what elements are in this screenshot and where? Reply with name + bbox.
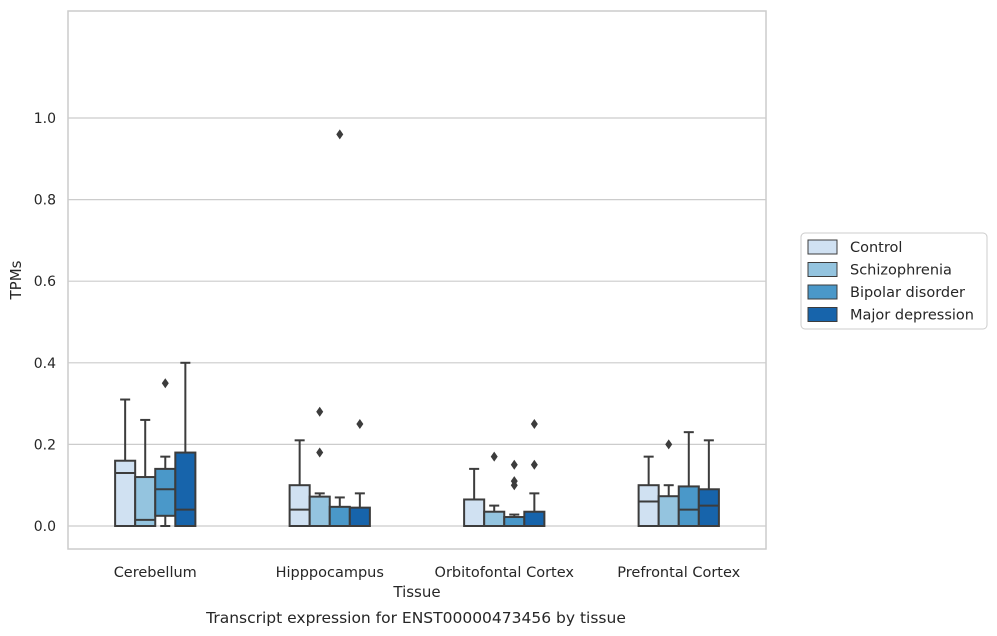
box	[114, 398, 137, 527]
box-body	[114, 459, 137, 527]
y-axis-ticks: 0.0 0.2 0.4 0.6 0.8 1.0	[34, 111, 56, 535]
y-tick-label: 0.0	[34, 519, 56, 535]
box-body	[503, 516, 526, 527]
gridlines	[68, 117, 766, 527]
series-control	[114, 398, 660, 528]
outlier-point	[530, 459, 538, 470]
box	[523, 419, 546, 528]
outlier-point	[161, 378, 169, 389]
legend-label: Schizophrenia	[850, 263, 952, 279]
x-tick-label: Prefrontal Cortex	[617, 565, 740, 581]
box-body	[637, 484, 660, 528]
legend-item: Control	[807, 239, 902, 256]
plot-frame	[67, 10, 767, 550]
legend-label: Major depression	[850, 308, 974, 324]
outlier-point	[316, 406, 324, 417]
outlier-point	[665, 439, 673, 450]
box	[154, 378, 177, 527]
box	[463, 467, 486, 528]
box-body	[308, 495, 331, 527]
box-series	[114, 129, 720, 528]
box-body	[328, 505, 351, 528]
y-tick-label: 1.0	[34, 111, 56, 127]
x-tick-label: Orbitofontal Cortex	[435, 565, 575, 581]
legend-frame	[800, 232, 988, 330]
box-body	[154, 467, 177, 517]
box-body	[697, 488, 720, 527]
outlier-point	[510, 459, 518, 470]
box	[697, 439, 720, 527]
legend-label: Bipolar disorder	[850, 285, 965, 301]
series-major-depression	[174, 361, 720, 528]
y-tick-label: 0.2	[34, 437, 56, 453]
box	[134, 418, 157, 528]
box	[677, 431, 700, 528]
legend-item: Major depression	[807, 307, 974, 324]
x-tick-label: Hipppocampus	[276, 565, 384, 581]
box-body	[677, 485, 700, 528]
y-tick-label: 0.8	[34, 193, 56, 209]
legend-swatch	[807, 307, 838, 322]
x-axis-label: Tissue	[392, 583, 440, 601]
y-tick-label: 0.6	[34, 274, 56, 290]
outlier-point	[530, 419, 538, 429]
box	[348, 419, 371, 528]
outlier-point	[316, 447, 324, 458]
legend-swatch	[807, 239, 838, 255]
box-body	[483, 510, 506, 528]
chart-caption: Transcript expression for ENST0000047345…	[205, 609, 626, 627]
box-body	[348, 506, 371, 528]
box-body	[174, 451, 197, 527]
box	[288, 439, 311, 528]
box-body	[463, 498, 486, 528]
box-body	[523, 510, 546, 528]
legend-item: Bipolar disorder	[807, 284, 965, 301]
y-axis-label: TPMs	[7, 260, 25, 300]
legend-swatch	[807, 262, 838, 277]
box	[637, 455, 660, 528]
x-axis-ticks: Cerebellum Hipppocampus Orbitofontal Corte…	[114, 565, 741, 581]
box	[328, 129, 351, 528]
legend-item: Schizophrenia	[807, 262, 952, 279]
legend: Control Schizophrenia Bipolar disorder Majo…	[800, 232, 988, 330]
series-schizophrenia	[134, 406, 680, 528]
box-body	[134, 476, 157, 528]
outlier-point	[490, 451, 498, 462]
x-tick-label: Cerebellum	[114, 565, 197, 581]
box	[657, 439, 680, 528]
y-tick-label: 0.4	[34, 356, 56, 372]
series-bipolar-disorder	[154, 129, 700, 528]
box	[174, 361, 197, 527]
box	[483, 451, 506, 528]
box-body	[288, 484, 311, 528]
outlier-point	[336, 129, 344, 140]
outlier-point	[356, 419, 364, 429]
box	[503, 459, 526, 527]
legend-swatch	[807, 284, 838, 300]
box-body	[657, 495, 680, 528]
legend-label: Control	[850, 240, 902, 256]
box	[308, 406, 331, 527]
outlier-point	[510, 476, 518, 487]
